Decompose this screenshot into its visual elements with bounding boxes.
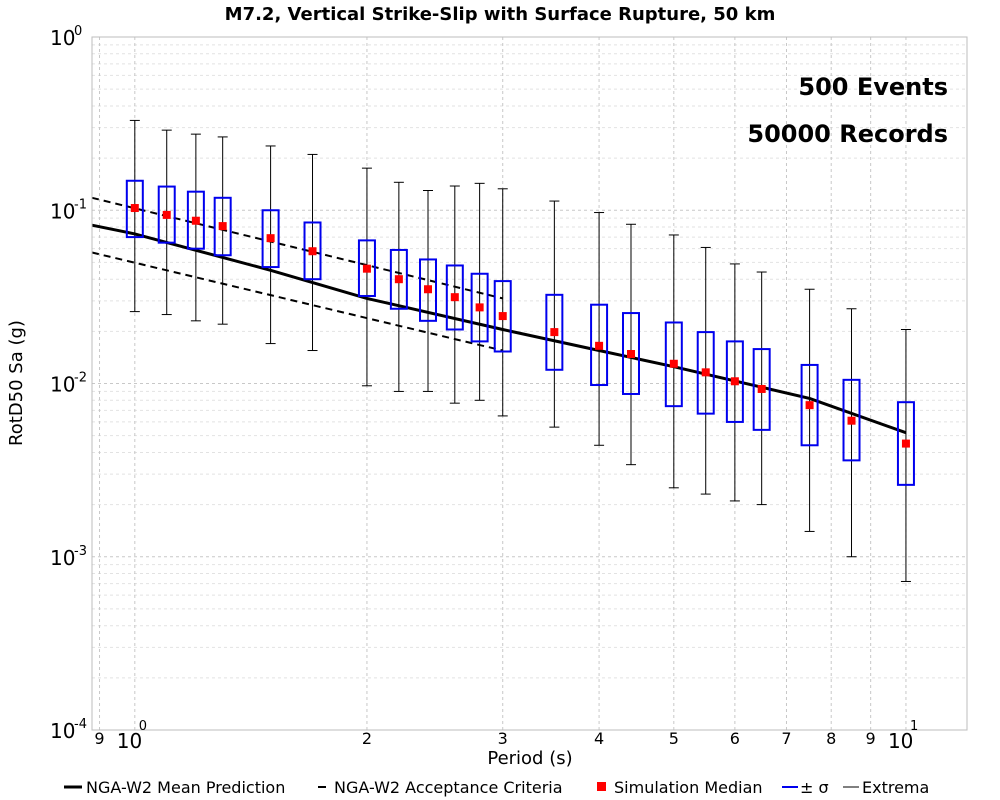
y-tick-exponent-1: -1 — [74, 197, 87, 212]
sigma-box-8 — [419, 258, 438, 322]
y-tick-exponent-3: -3 — [74, 544, 87, 559]
median-marker-17 — [730, 377, 739, 386]
median-marker-9 — [450, 293, 459, 302]
x-tick-label-6: 6 — [730, 729, 740, 748]
median-marker-18 — [757, 384, 766, 393]
legend-median-swatch — [597, 782, 606, 791]
median-marker-2 — [191, 216, 200, 225]
sigma-box-3 — [213, 196, 232, 257]
sigma-boxes — [125, 179, 915, 486]
x-tick-label-2: 2 — [362, 729, 372, 748]
median-marker-10 — [475, 303, 484, 312]
sigma-box-5 — [303, 221, 322, 281]
x-tick-label-5: 5 — [669, 729, 679, 748]
sigma-box-9 — [445, 264, 464, 331]
sigma-box-21 — [896, 401, 915, 486]
median-marker-14 — [626, 350, 635, 359]
y-tick-label-3: 10 — [50, 546, 75, 570]
legend-extrema-label: Extrema — [862, 778, 929, 797]
median-marker-3 — [218, 222, 227, 231]
x-tick-label-4: 4 — [594, 729, 604, 748]
extrema-whiskers — [129, 119, 911, 582]
simulation-medians — [130, 204, 910, 448]
x-tick-label-0: 9 — [94, 729, 104, 748]
y-tick-exponent-4: -4 — [74, 717, 87, 732]
x-tick-label-1: 10 — [117, 729, 142, 753]
median-marker-21 — [901, 439, 910, 448]
sigma-box-7 — [389, 248, 408, 310]
sigma-box-15 — [664, 321, 683, 408]
sigma-box-18 — [752, 348, 771, 431]
legend-acceptance-label: NGA-W2 Acceptance Criteria — [334, 778, 563, 797]
x-tick-label-9: 9 — [866, 729, 876, 748]
median-marker-0 — [130, 204, 139, 213]
sigma-box-19 — [800, 363, 819, 447]
median-marker-20 — [847, 416, 856, 425]
x-tick-label-10: 10 — [888, 729, 913, 753]
median-marker-4 — [266, 234, 275, 243]
sigma-box-17 — [725, 340, 744, 423]
median-marker-13 — [595, 341, 604, 350]
sigma-box-14 — [621, 312, 640, 395]
median-marker-1 — [162, 210, 171, 219]
sigma-box-11 — [493, 280, 512, 353]
y-tick-label-4: 10 — [50, 719, 75, 743]
sigma-box-4 — [261, 209, 280, 269]
events-annotation: 500 Events — [798, 73, 948, 101]
chart-title: M7.2, Vertical Strike-Slip with Surface … — [225, 4, 776, 25]
y-tick-exponent-2: -2 — [74, 371, 87, 386]
median-marker-7 — [394, 275, 403, 284]
sigma-box-6 — [357, 239, 376, 297]
median-marker-11 — [498, 312, 507, 321]
x-axis-label: Period (s) — [487, 748, 572, 769]
sigma-box-12 — [545, 293, 564, 371]
y-axis-label: RotD50 Sa (g) — [6, 320, 27, 446]
plot-frame — [91, 36, 968, 731]
median-marker-15 — [669, 359, 678, 368]
x-tick-label-8: 8 — [826, 729, 836, 748]
sigma-box-10 — [470, 272, 489, 343]
legend-sigma-label: ± σ — [800, 778, 829, 797]
y-tick-exponent-0: 0 — [74, 24, 82, 39]
x-tick-exponent-10: 1 — [910, 719, 918, 734]
median-marker-5 — [308, 247, 317, 256]
sigma-box-1 — [157, 185, 176, 244]
x-tick-label-7: 7 — [781, 729, 791, 748]
median-marker-8 — [424, 285, 433, 294]
y-tick-label-2: 10 — [50, 373, 75, 397]
median-marker-19 — [805, 401, 814, 410]
acceptance-lower-line — [91, 251, 503, 352]
sigma-box-2 — [186, 190, 205, 250]
sigma-box-0 — [125, 179, 144, 239]
x-tick-exponent-1: 0 — [139, 719, 147, 734]
legend-median-label: Simulation Median — [614, 778, 763, 797]
sigma-box-20 — [842, 378, 861, 462]
median-marker-16 — [701, 368, 710, 377]
x-tick-label-3: 3 — [498, 729, 508, 748]
y-tick-label-0: 10 — [50, 26, 75, 50]
y-tick-label-1: 10 — [50, 199, 75, 223]
legend: NGA-W2 Mean Prediction NGA-W2 Acceptance… — [64, 778, 929, 797]
median-marker-6 — [362, 264, 371, 273]
acceptance-upper-line — [91, 196, 503, 300]
records-annotation: 50000 Records — [747, 120, 948, 148]
legend-mean-label: NGA-W2 Mean Prediction — [86, 778, 285, 797]
sigma-box-13 — [590, 303, 609, 387]
sigma-box-16 — [696, 331, 715, 415]
median-marker-12 — [550, 328, 559, 337]
